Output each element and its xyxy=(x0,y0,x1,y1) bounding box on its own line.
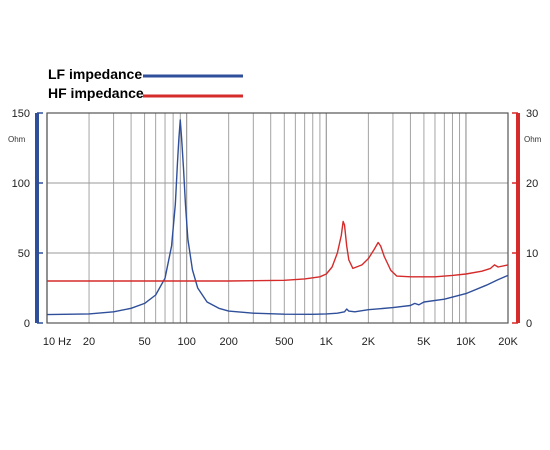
axis-layer: 0 50 100 150 Ohm 0 10 20 30 Ohm 10 20 50 100 200 500 1K 2… xyxy=(8,108,542,348)
x-axis-tick-label: 10K xyxy=(456,336,476,348)
legend-label-lf: LF impedance xyxy=(48,66,142,82)
x-axis-tick-label: 5K xyxy=(417,336,431,348)
hf-impedance-line xyxy=(47,220,509,282)
x-axis-unit: Hz xyxy=(58,336,71,348)
x-axis-tick-label: 20 xyxy=(83,336,95,348)
series-layer xyxy=(46,119,509,316)
left-axis-tick-label: 50 xyxy=(18,248,30,260)
legend-label-hf: HF impedance xyxy=(48,85,144,101)
x-axis-tick-label: 500 xyxy=(275,336,293,348)
left-axis-unit: Ohm xyxy=(8,135,26,144)
lf-impedance-line xyxy=(46,119,509,316)
left-axis-tick-label: 0 xyxy=(24,318,30,330)
left-axis-tick-label: 150 xyxy=(12,108,30,120)
right-axis-tick-label: 10 xyxy=(526,248,538,260)
x-axis-tick-label: 1K xyxy=(320,336,334,348)
legend: LF impedance HF impedance xyxy=(48,66,243,101)
right-axis-tick-label: 20 xyxy=(526,178,538,190)
x-axis-tick-label: 2K xyxy=(362,336,376,348)
x-axis-tick-label: 10 xyxy=(43,336,55,348)
left-axis-tick-label: 100 xyxy=(12,178,30,190)
plot-frame xyxy=(46,112,509,324)
x-axis-tick-label: 20K xyxy=(498,336,518,348)
grid-layer xyxy=(46,112,509,324)
right-axis-unit: Ohm xyxy=(524,135,542,144)
right-axis-tick-label: 30 xyxy=(526,108,538,120)
x-axis-tick-label: 100 xyxy=(177,336,195,348)
right-axis-tick-label: 0 xyxy=(526,318,532,330)
x-axis-tick-label: 50 xyxy=(138,336,150,348)
x-axis-tick-label: 200 xyxy=(220,336,238,348)
